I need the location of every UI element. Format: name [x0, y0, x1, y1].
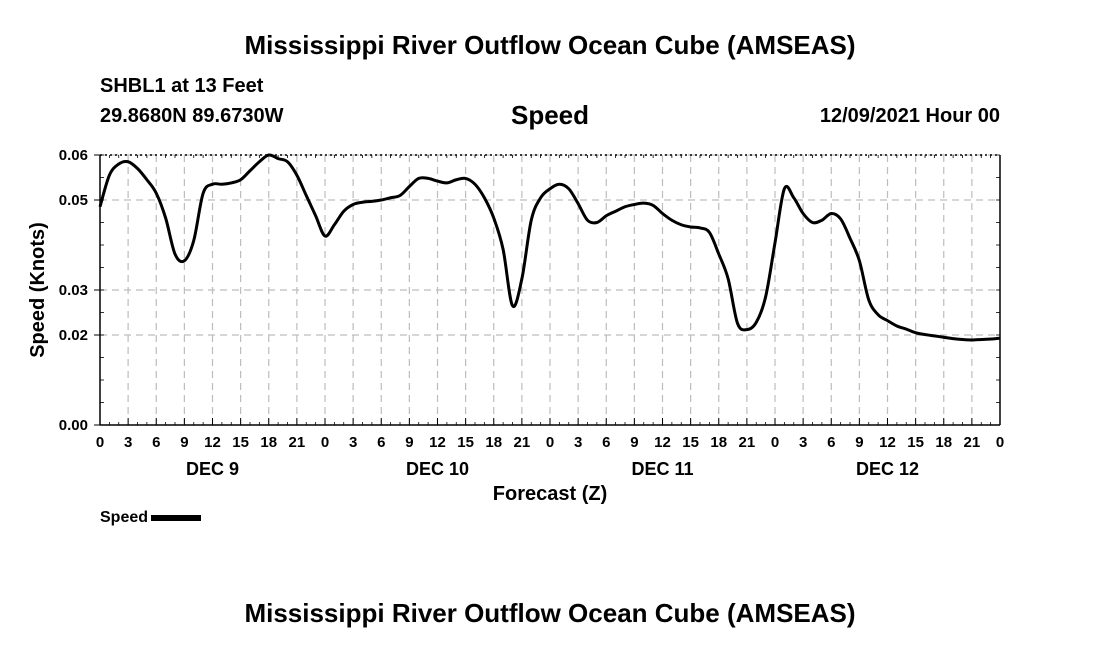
x-tick-label: 6	[602, 434, 610, 451]
x-axis-label: Forecast (Z)	[493, 483, 607, 505]
x-tick-label: 3	[124, 434, 132, 451]
series-line-speed	[98, 153, 1001, 342]
legend-line-swatch	[151, 515, 202, 521]
x-tick-label: 12	[204, 434, 221, 451]
y-tick-label: 0.03	[59, 282, 88, 299]
x-tick-label: 0	[996, 434, 1004, 451]
y-tick-label: 0.05	[59, 192, 88, 209]
label-layer: Forecast (Z) Speed (Knots) 0 3 6 9 12 15 18 21 0…	[27, 147, 1004, 505]
axes-layer	[94, 154, 1001, 426]
y-tick-label: 0.06	[59, 147, 88, 164]
x-tick-label: 21	[964, 434, 981, 451]
chart-title-repeat: Mississippi River Outflow Ocean Cube (AM…	[244, 598, 856, 628]
x-tick-label: 0	[96, 434, 104, 451]
x-tick-label: 3	[574, 434, 582, 451]
x-tick-label: 18	[710, 434, 727, 451]
forecast-datetime: 12/09/2021 Hour 00	[819, 105, 1000, 127]
series-layer	[98, 153, 1001, 342]
x-tick-label: 15	[682, 434, 699, 451]
station-label: SHBL1 at 13 Feet	[100, 75, 264, 97]
x-tick-label: 12	[879, 434, 896, 451]
coordinates-label: 29.8680N 89.6730W	[100, 105, 284, 127]
x-tick-label: 0	[321, 434, 329, 451]
day-label: DEC 12	[856, 459, 919, 479]
y-tick-label: 0.00	[59, 417, 88, 434]
x-tick-label: 6	[827, 434, 835, 451]
y-tick-label: 0.02	[59, 327, 88, 344]
x-tick-label: 18	[485, 434, 502, 451]
x-tick-label: 3	[799, 434, 807, 451]
y-axis-label: Speed (Knots)	[27, 222, 49, 358]
x-tick-label: 0	[546, 434, 554, 451]
legend-label: Speed	[100, 509, 149, 526]
x-tick-label: 6	[152, 434, 160, 451]
x-tick-label: 15	[457, 434, 474, 451]
speed-chart: Forecast (Z) Speed (Knots) 0 3 6 9 12 15 18 21 0…	[27, 147, 1004, 505]
chart-subtitle: Speed	[510, 100, 590, 130]
x-tick-label: 15	[232, 434, 249, 451]
x-tick-label: 21	[289, 434, 306, 451]
x-tick-label: 6	[377, 434, 385, 451]
day-label: DEC 10	[406, 459, 469, 479]
x-tick-label: 18	[935, 434, 952, 451]
x-tick-label: 12	[429, 434, 446, 451]
x-tick-label: 0	[771, 434, 779, 451]
legend: Speed	[100, 509, 202, 527]
x-tick-label: 9	[180, 434, 188, 451]
day-label: DEC 9	[186, 459, 239, 479]
x-tick-label: 15	[907, 434, 924, 451]
x-tick-label: 3	[349, 434, 357, 451]
x-tick-label: 12	[654, 434, 671, 451]
day-label: DEC 11	[631, 459, 693, 479]
x-tick-label: 9	[630, 434, 638, 451]
chart-title: Mississippi River Outflow Ocean Cube (AM…	[244, 30, 856, 60]
x-tick-label: 18	[260, 434, 277, 451]
x-tick-label: 9	[855, 434, 863, 451]
x-tick-label: 21	[739, 434, 756, 451]
x-tick-label: 9	[405, 434, 413, 451]
x-tick-label: 21	[514, 434, 531, 451]
